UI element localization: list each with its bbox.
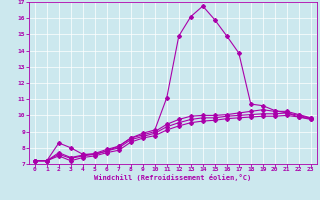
X-axis label: Windchill (Refroidissement éolien,°C): Windchill (Refroidissement éolien,°C) [94, 174, 252, 181]
